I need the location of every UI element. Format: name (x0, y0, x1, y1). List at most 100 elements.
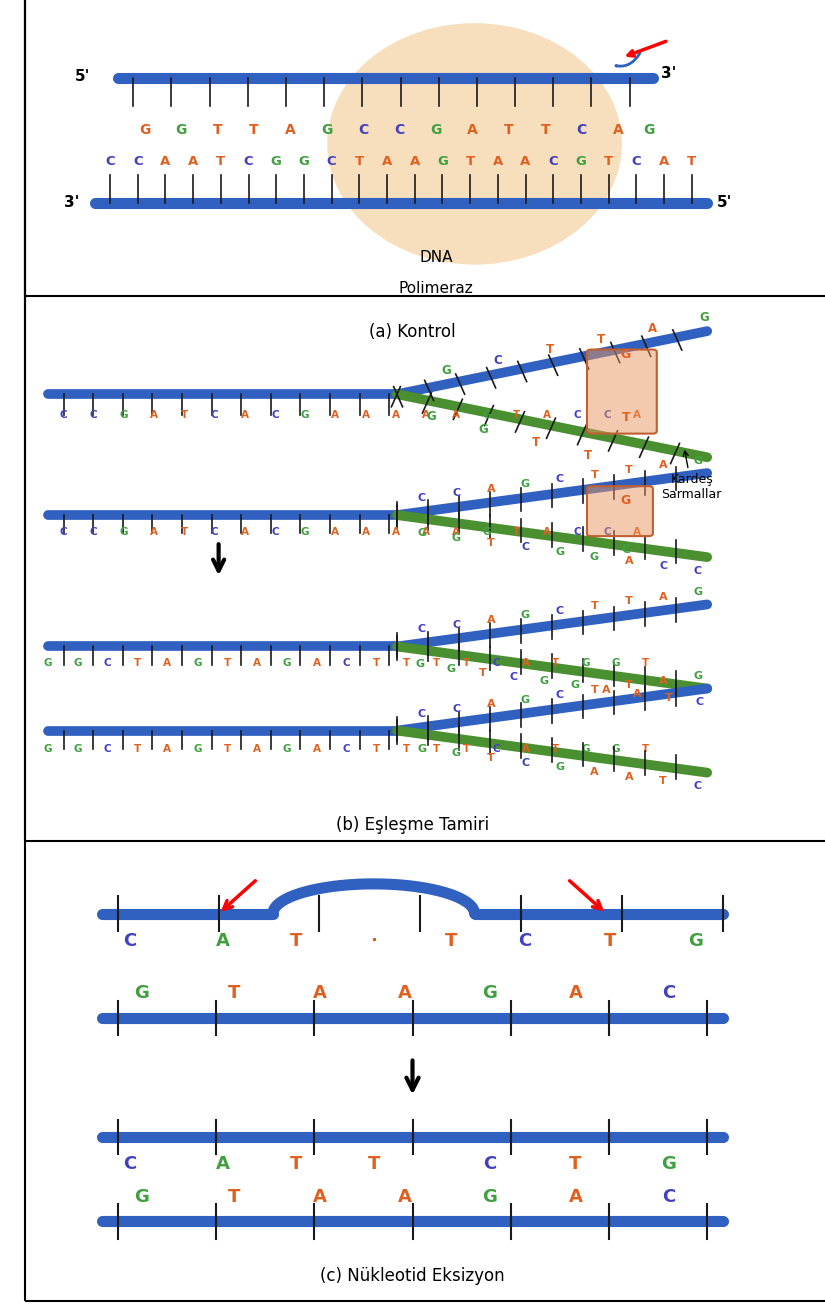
Text: A: A (241, 527, 249, 537)
Text: T: T (540, 124, 550, 137)
Text: G: G (521, 480, 530, 489)
Text: A: A (659, 155, 669, 168)
Text: T: T (373, 744, 380, 754)
Text: A: A (188, 155, 198, 168)
Text: T: T (625, 465, 633, 474)
Text: G: G (590, 552, 599, 561)
Text: DNA: DNA (419, 250, 453, 265)
Text: T: T (591, 600, 598, 611)
Text: C: C (631, 155, 641, 168)
Text: A: A (398, 984, 412, 1003)
Text: T: T (604, 932, 616, 950)
FancyArrowPatch shape (616, 53, 640, 66)
Text: A: A (521, 658, 530, 669)
Text: T: T (403, 744, 410, 754)
Text: A: A (521, 155, 530, 168)
Text: C: C (342, 744, 351, 754)
Text: A: A (613, 124, 624, 137)
Text: G: G (644, 124, 655, 137)
Text: G: G (571, 681, 580, 690)
Text: C: C (342, 658, 351, 669)
Text: A: A (313, 1188, 327, 1206)
Text: A: A (313, 658, 321, 669)
Text: C: C (493, 353, 502, 367)
Text: A: A (313, 744, 321, 754)
Ellipse shape (328, 24, 622, 264)
Text: C: C (521, 543, 530, 552)
Text: C: C (418, 708, 426, 719)
Text: A: A (602, 685, 610, 695)
Text: G: G (688, 932, 703, 950)
Text: A: A (493, 155, 503, 168)
Text: A: A (634, 527, 641, 537)
Text: T: T (552, 658, 559, 669)
Text: G: G (581, 744, 590, 754)
Text: A: A (648, 322, 658, 335)
Text: C: C (492, 744, 500, 754)
Text: C: C (577, 124, 587, 137)
Text: T: T (355, 155, 364, 168)
Text: G: G (134, 1188, 148, 1206)
Text: T: T (368, 1155, 380, 1173)
Text: T: T (597, 332, 606, 346)
Text: G: G (44, 658, 52, 669)
Text: G: G (299, 155, 309, 168)
Text: C: C (271, 410, 279, 420)
Text: G: G (540, 677, 549, 686)
Text: G: G (176, 124, 187, 137)
Text: A: A (543, 410, 551, 420)
Text: G: G (301, 410, 309, 420)
Text: G: G (611, 658, 620, 669)
Text: T: T (224, 658, 231, 669)
Text: A: A (160, 155, 171, 168)
Text: C: C (621, 543, 630, 556)
Text: A: A (659, 460, 667, 470)
Text: C: C (59, 527, 68, 537)
Text: A: A (543, 527, 551, 537)
Text: A: A (633, 689, 642, 699)
Text: G: G (73, 744, 82, 754)
Text: T: T (134, 744, 141, 754)
Text: G: G (193, 744, 201, 754)
Text: (a) Kontrol: (a) Kontrol (370, 323, 456, 342)
Text: G: G (134, 984, 148, 1003)
Text: A: A (313, 984, 327, 1003)
Text: C: C (603, 527, 611, 537)
Text: C: C (418, 493, 426, 503)
Text: A: A (253, 658, 261, 669)
Text: A: A (487, 615, 495, 625)
Text: T: T (531, 436, 540, 449)
Text: G: G (581, 658, 590, 669)
Text: T: T (432, 744, 440, 754)
Text: (b) Eşleşme Tamiri: (b) Eşleşme Tamiri (336, 816, 489, 834)
Text: A: A (422, 410, 430, 420)
Text: C: C (573, 527, 581, 537)
Text: A: A (215, 932, 229, 950)
Text: T: T (659, 777, 667, 786)
Text: T: T (487, 753, 495, 763)
Text: 3': 3' (661, 66, 676, 81)
Text: T: T (591, 685, 598, 695)
Text: T: T (504, 124, 514, 137)
Text: C: C (358, 124, 369, 137)
Text: T: T (552, 744, 559, 754)
Text: C: C (452, 489, 460, 498)
Text: T: T (213, 124, 223, 137)
Text: A: A (361, 527, 370, 537)
Text: C: C (394, 124, 405, 137)
Text: T: T (569, 1155, 582, 1173)
Text: T: T (545, 343, 554, 356)
Text: A: A (568, 984, 582, 1003)
FancyBboxPatch shape (587, 350, 657, 434)
Text: Polimeraz: Polimeraz (398, 281, 474, 296)
Text: G: G (693, 671, 702, 681)
Text: 3': 3' (64, 194, 79, 210)
Text: C: C (492, 658, 500, 669)
Text: C: C (509, 671, 517, 682)
Text: G: G (73, 658, 82, 669)
Text: C: C (59, 410, 68, 420)
Text: A: A (215, 1155, 229, 1173)
Text: A: A (361, 410, 370, 420)
Text: A: A (521, 744, 530, 754)
Text: A: A (452, 527, 460, 537)
